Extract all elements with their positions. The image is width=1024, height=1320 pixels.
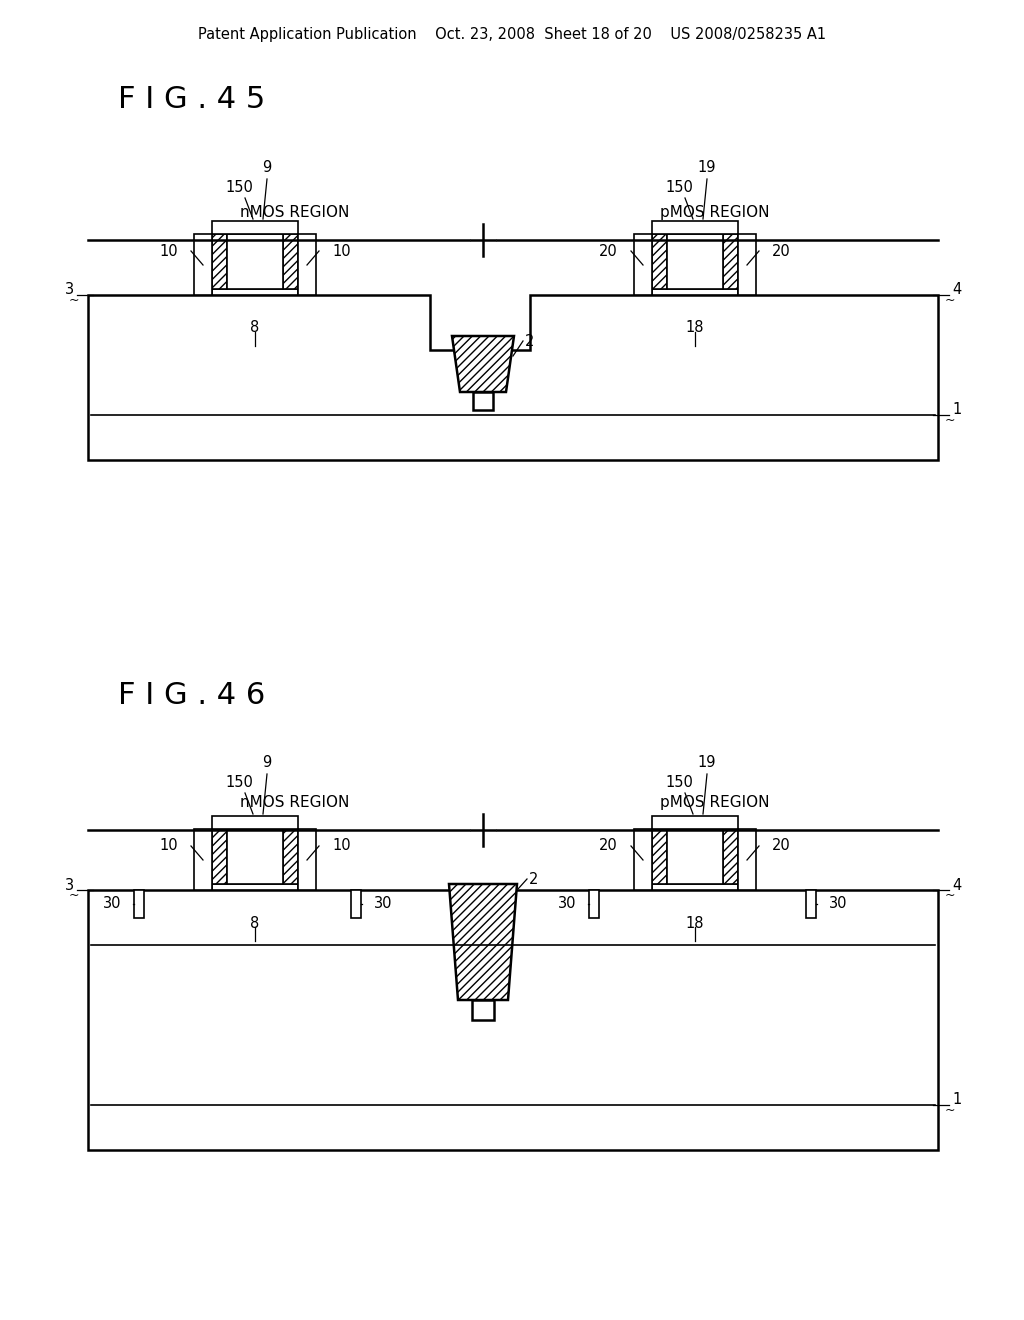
Text: 150: 150 bbox=[665, 180, 693, 195]
Bar bbox=[212, 220, 298, 234]
Bar bbox=[194, 829, 212, 890]
Text: 150: 150 bbox=[665, 775, 693, 789]
Text: 150: 150 bbox=[225, 180, 253, 195]
Bar bbox=[806, 890, 816, 917]
Text: 30: 30 bbox=[557, 896, 575, 912]
Bar bbox=[212, 289, 298, 294]
Text: 1: 1 bbox=[952, 403, 962, 417]
Text: 4: 4 bbox=[952, 878, 962, 892]
Text: 18: 18 bbox=[686, 916, 705, 931]
Text: 2: 2 bbox=[525, 334, 535, 348]
Text: 19: 19 bbox=[697, 755, 716, 770]
Text: 10: 10 bbox=[160, 838, 178, 854]
Bar bbox=[738, 829, 756, 890]
Text: 10: 10 bbox=[160, 243, 178, 259]
Text: ~: ~ bbox=[69, 293, 79, 306]
Bar bbox=[652, 220, 738, 234]
Text: 9: 9 bbox=[262, 160, 271, 176]
Bar bbox=[667, 234, 723, 289]
Bar bbox=[212, 234, 227, 289]
Polygon shape bbox=[88, 890, 938, 1150]
Bar bbox=[634, 829, 652, 890]
Text: ~: ~ bbox=[69, 888, 79, 902]
Text: ~: ~ bbox=[945, 293, 955, 306]
Text: F I G . 4 5: F I G . 4 5 bbox=[118, 86, 265, 115]
Bar bbox=[298, 829, 316, 890]
Text: 18: 18 bbox=[686, 321, 705, 335]
Text: 20: 20 bbox=[599, 243, 618, 259]
Bar bbox=[227, 829, 283, 884]
Text: 19: 19 bbox=[697, 160, 716, 176]
Bar bbox=[283, 829, 298, 884]
Bar bbox=[652, 829, 667, 884]
Text: 8: 8 bbox=[251, 916, 260, 931]
Bar bbox=[634, 234, 652, 294]
Bar bbox=[212, 884, 298, 890]
Text: F I G . 4 6: F I G . 4 6 bbox=[118, 681, 265, 710]
Text: 10: 10 bbox=[332, 243, 350, 259]
Text: 20: 20 bbox=[772, 243, 791, 259]
Bar bbox=[667, 829, 723, 884]
Bar bbox=[652, 816, 738, 829]
Text: nMOS REGION: nMOS REGION bbox=[241, 795, 349, 810]
Text: ~: ~ bbox=[945, 888, 955, 902]
Text: 9: 9 bbox=[262, 755, 271, 770]
Bar bbox=[723, 829, 738, 884]
Bar bbox=[738, 234, 756, 294]
Polygon shape bbox=[449, 884, 517, 1001]
Bar bbox=[351, 890, 361, 917]
Text: 8: 8 bbox=[251, 321, 260, 335]
Text: pMOS REGION: pMOS REGION bbox=[660, 795, 770, 810]
Bar bbox=[589, 890, 599, 917]
Text: 20: 20 bbox=[599, 838, 618, 854]
Text: 10: 10 bbox=[332, 838, 350, 854]
Text: 30: 30 bbox=[102, 896, 121, 912]
Bar bbox=[134, 890, 144, 917]
Text: 2: 2 bbox=[529, 871, 539, 887]
Bar bbox=[283, 234, 298, 289]
Text: ~: ~ bbox=[945, 413, 955, 426]
Bar bbox=[212, 829, 227, 884]
Polygon shape bbox=[452, 337, 514, 392]
Text: 3: 3 bbox=[65, 878, 74, 892]
Bar bbox=[472, 1001, 494, 1020]
Bar bbox=[473, 392, 493, 411]
Text: 20: 20 bbox=[772, 838, 791, 854]
Text: 3: 3 bbox=[65, 282, 74, 297]
Text: nMOS REGION: nMOS REGION bbox=[241, 205, 349, 220]
Text: 1: 1 bbox=[952, 1093, 962, 1107]
Polygon shape bbox=[88, 294, 938, 459]
Text: 150: 150 bbox=[225, 775, 253, 789]
Text: 30: 30 bbox=[374, 896, 392, 912]
Bar bbox=[652, 234, 667, 289]
Text: ~: ~ bbox=[945, 1104, 955, 1117]
Bar bbox=[194, 234, 212, 294]
Bar bbox=[298, 234, 316, 294]
Bar bbox=[652, 289, 738, 294]
Bar bbox=[212, 816, 298, 829]
Bar bbox=[723, 234, 738, 289]
Text: Patent Application Publication    Oct. 23, 2008  Sheet 18 of 20    US 2008/02582: Patent Application Publication Oct. 23, … bbox=[198, 28, 826, 42]
Text: pMOS REGION: pMOS REGION bbox=[660, 205, 770, 220]
Text: 30: 30 bbox=[829, 896, 848, 912]
Bar bbox=[227, 234, 283, 289]
Text: 4: 4 bbox=[952, 282, 962, 297]
Bar bbox=[652, 884, 738, 890]
